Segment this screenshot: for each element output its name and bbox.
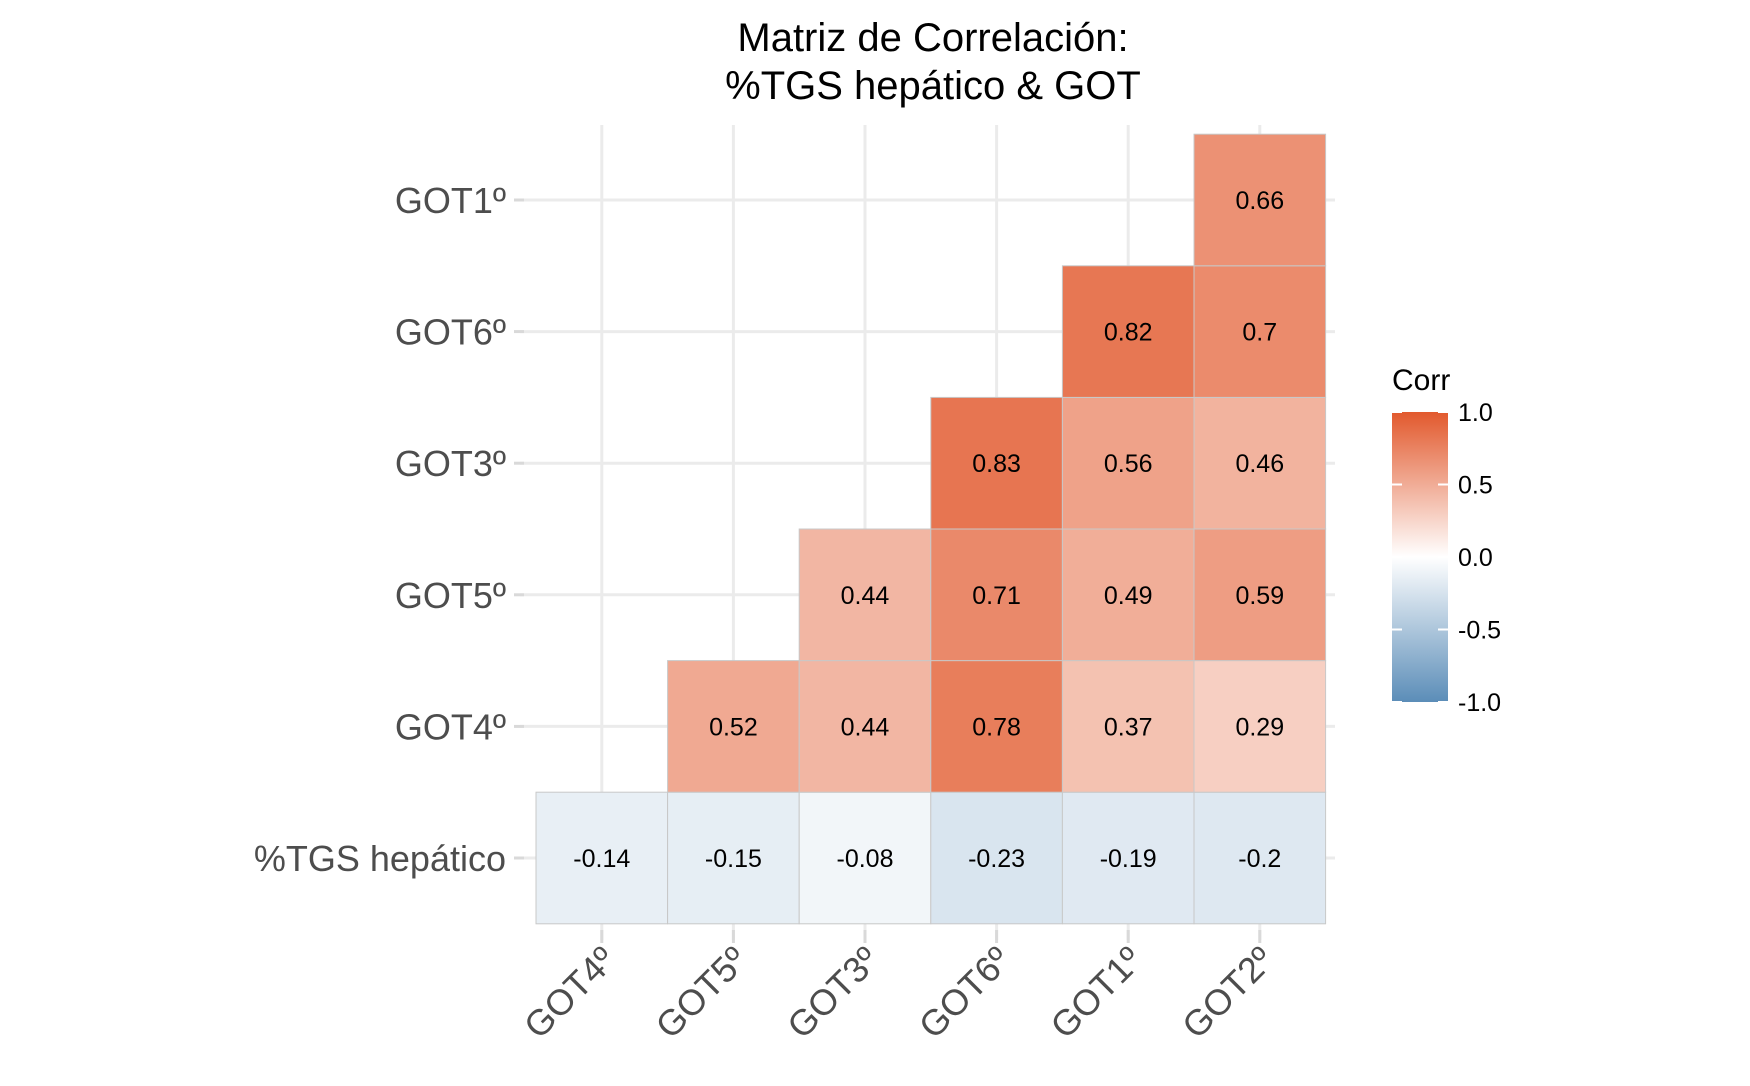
cell-value-label: 0.44	[841, 713, 890, 741]
cell-value-label: -0.23	[968, 845, 1025, 873]
legend-ticks: 1.0 0.5 0.0 -0.5 -1.0	[1392, 399, 1501, 717]
heatmap-cell	[1061, 528, 1195, 662]
cell-value-label: -0.2	[1238, 845, 1281, 873]
heatmap-cell	[1061, 660, 1195, 793]
y-axis-label: %TGS hepático	[254, 838, 506, 879]
chart-title-line-2: %TGS hepático & GOT	[725, 64, 1141, 108]
y-axis-label: GOT5º	[395, 575, 506, 616]
cell-value-label: 0.71	[972, 582, 1021, 610]
cell-value-label: 0.66	[1235, 187, 1284, 215]
cell-value-label: 0.82	[1104, 319, 1153, 347]
heatmap-cell	[798, 791, 932, 925]
legend-title: Corr	[1392, 364, 1450, 397]
y-axis-labels: %TGS hepático GOT4º GOT5º GOT3º GOT6º GOT1º	[254, 180, 506, 879]
legend-tick-label: 0.5	[1458, 472, 1493, 500]
cell-value-label: -0.08	[837, 845, 894, 873]
heatmap-cell	[930, 528, 1063, 662]
heatmap-cell	[930, 396, 1063, 530]
cell-value-label: 0.37	[1104, 713, 1153, 741]
x-axis-label: GOT3º	[779, 939, 887, 1047]
heatmap-cell	[1061, 265, 1195, 398]
cell-value-label: -0.14	[573, 845, 630, 873]
y-axis-label: GOT6º	[395, 312, 506, 353]
y-axis-label: GOT4º	[395, 706, 506, 747]
heatmap-cell	[798, 660, 932, 793]
cell-value-label: 0.52	[709, 713, 758, 741]
heatmap-cell	[1193, 396, 1327, 530]
heatmap-cell	[1193, 265, 1327, 398]
heatmap-cell	[930, 791, 1063, 925]
cell-value-label: 0.29	[1235, 713, 1284, 741]
x-axis-label: GOT2º	[1174, 939, 1282, 1047]
x-axis-label: GOT1º	[1042, 939, 1150, 1047]
cell-value-label: -0.15	[705, 845, 762, 873]
legend: Corr 1.0 0.5 0.0 -0.5 -1.0	[1392, 364, 1501, 717]
heatmap-cell	[930, 660, 1063, 793]
legend-tick-label: 0.0	[1458, 544, 1493, 572]
heatmap-cell	[667, 660, 800, 793]
x-axis-label: GOT5º	[647, 939, 755, 1047]
cell-value-label: 0.44	[841, 582, 890, 610]
cell-value-label: 0.59	[1235, 582, 1284, 610]
heatmap-cell	[1193, 660, 1327, 793]
cell-value-label: 0.78	[972, 713, 1021, 741]
y-axis-label: GOT1º	[395, 180, 506, 221]
x-axis-label: GOT6º	[911, 939, 1019, 1047]
cell-value-label: 0.83	[972, 450, 1021, 478]
heatmap-cell	[1061, 396, 1195, 530]
cell-value-label: 0.49	[1104, 582, 1153, 610]
cell-value-label: 0.56	[1104, 450, 1153, 478]
heatmap-cell	[535, 791, 669, 925]
cell-value-label: -0.19	[1100, 845, 1157, 873]
legend-tick-label: -1.0	[1458, 689, 1501, 717]
heatmap-cell	[667, 791, 800, 925]
cell-value-label: 0.46	[1235, 450, 1284, 478]
heatmap-cell	[1193, 528, 1327, 662]
heatmap-cell	[1193, 133, 1327, 267]
x-axis-label: GOT4º	[516, 939, 624, 1047]
cell-value-label: 0.7	[1242, 319, 1277, 347]
x-axis-labels: GOT4º GOT5º GOT3º GOT6º GOT1º GOT2º	[516, 939, 1282, 1047]
heatmap-cell	[1193, 791, 1327, 925]
legend-tick-label: 1.0	[1458, 399, 1493, 427]
cells-layer: -0.14 -0.15 -0.08 -0.23 -0.19 -0.2 0.52 0.44 0.7…	[535, 133, 1327, 925]
legend-tick-label: -0.5	[1458, 617, 1501, 645]
y-axis-label: GOT3º	[395, 443, 506, 484]
chart-title-line-1: Matriz de Correlación:	[737, 16, 1128, 60]
heatmap-cell	[798, 528, 932, 662]
